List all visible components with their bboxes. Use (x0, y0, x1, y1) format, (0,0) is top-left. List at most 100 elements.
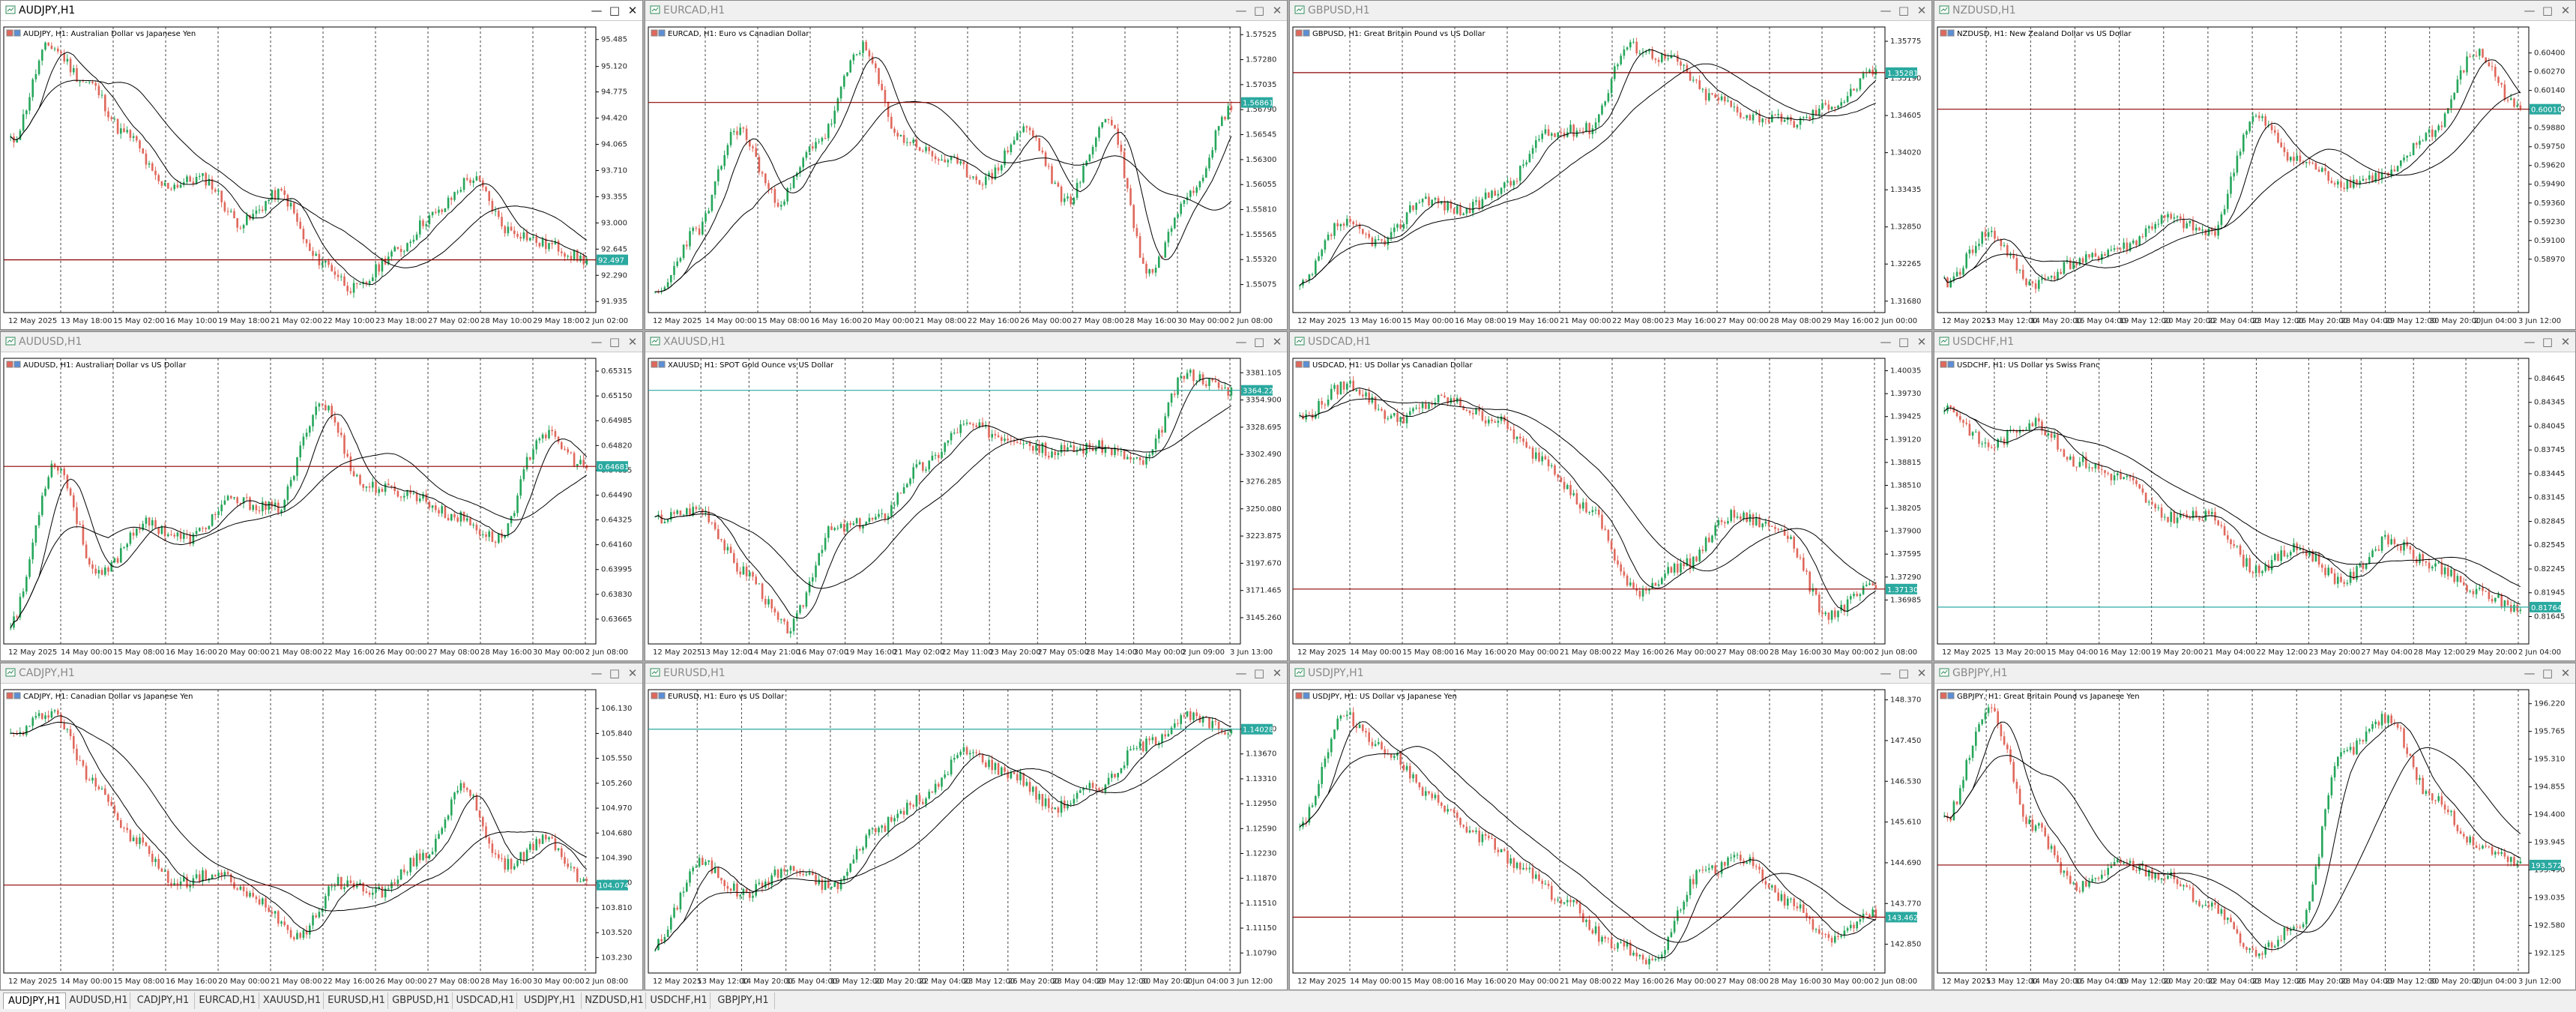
minimize-icon[interactable]: — (588, 3, 605, 18)
y-tick-label: 1.55075 (1246, 281, 1276, 289)
close-icon[interactable]: ✕ (624, 3, 641, 18)
x-tick-label: 28 May 12:00 (2413, 648, 2465, 657)
chart-window-titlebar[interactable]: USDJPY,H1—□✕ (1290, 663, 1931, 684)
maximize-icon[interactable]: □ (1895, 334, 1912, 349)
close-icon[interactable]: ✕ (624, 666, 641, 681)
maximize-icon[interactable]: □ (606, 334, 623, 349)
minimize-icon[interactable]: — (588, 334, 605, 349)
chart-tab[interactable]: USDCAD,H1 (454, 993, 517, 1009)
candle (2217, 519, 2219, 526)
close-icon[interactable]: ✕ (2557, 334, 2574, 349)
chart-window-titlebar[interactable]: NZDUSD,H1 —□✕ (1934, 1, 2575, 21)
y-tick-label: 105.840 (601, 729, 632, 738)
chart-window-titlebar[interactable]: AUDUSD,H1—□✕ (1, 332, 642, 352)
maximize-icon[interactable]: □ (1895, 3, 1912, 18)
maximize-icon[interactable]: □ (1251, 334, 1267, 349)
close-icon[interactable]: ✕ (1269, 666, 1285, 681)
minimize-icon[interactable]: — (2521, 334, 2538, 349)
maximize-icon[interactable]: □ (1895, 666, 1912, 681)
chart-tab[interactable]: NZDUSD,H1 (583, 993, 646, 1009)
chart-window-titlebar[interactable]: GBPUSD,H1—□✕ (1290, 1, 1931, 21)
chart-window-titlebar[interactable]: XAUUSD,H1—□✕ (645, 332, 1287, 352)
chart-tab[interactable]: CADJPY,H1 (132, 993, 195, 1009)
chart-tab[interactable]: EURUSD,H1 (325, 993, 388, 1009)
close-icon[interactable]: ✕ (1269, 3, 1285, 18)
minimize-icon[interactable]: — (2521, 3, 2538, 18)
minimize-icon[interactable]: — (2521, 666, 2538, 681)
y-tick-label: 0.60140 (2534, 87, 2565, 95)
current-price-label: 1.14028 (1243, 726, 1273, 735)
candle (1375, 396, 1377, 412)
candle (1774, 885, 1776, 893)
minimize-icon[interactable]: — (1233, 3, 1249, 18)
chart-window-title: EURCAD,H1 (663, 4, 725, 16)
close-icon[interactable]: ✕ (2557, 666, 2574, 681)
chart-tab[interactable]: AUDJPY,H1 (3, 993, 66, 1009)
close-icon[interactable]: ✕ (1913, 3, 1930, 18)
minimize-icon[interactable]: — (1877, 666, 1894, 681)
chart-tab[interactable]: EURCAD,H1 (196, 993, 259, 1009)
x-tick-label: 15 May 08:00 (113, 978, 165, 986)
maximize-icon[interactable]: □ (606, 666, 623, 681)
minimize-icon[interactable]: — (1877, 334, 1894, 349)
minimize-icon[interactable]: — (1877, 3, 1894, 18)
chart-tab[interactable]: AUDUSD,H1 (67, 993, 130, 1009)
close-icon[interactable]: ✕ (1913, 334, 1930, 349)
chart-window-titlebar[interactable]: USDCAD,H1—□✕ (1290, 332, 1931, 352)
close-icon[interactable]: ✕ (624, 334, 641, 349)
chart-window-title: NZDUSD,H1 (1952, 4, 2016, 16)
chart-window-titlebar[interactable]: CADJPY,H1—□✕ (1, 663, 642, 684)
chart-tab[interactable]: USDCHF,H1 (648, 993, 711, 1009)
minimize-icon[interactable]: — (588, 666, 605, 681)
minimize-icon[interactable]: — (1233, 334, 1249, 349)
maximize-icon[interactable]: □ (1251, 3, 1267, 18)
maximize-icon[interactable]: □ (606, 3, 623, 18)
maximize-icon[interactable]: □ (2539, 666, 2556, 681)
chart-tab[interactable]: USDJPY,H1 (519, 993, 582, 1009)
chart-window-titlebar[interactable]: AUDJPY,H1—□✕ (1, 1, 642, 21)
chart-window-titlebar[interactable]: GBPJPY,H1—□✕ (1934, 663, 2575, 684)
chart-tab[interactable]: XAUUSD,H1 (261, 993, 324, 1009)
chart-tab[interactable]: GBPJPY,H1 (712, 993, 775, 1009)
chart-window-titlebar[interactable]: EURCAD,H1 —□✕ (645, 1, 1287, 21)
maximize-icon[interactable]: □ (1251, 666, 1267, 681)
candle (381, 885, 384, 898)
chart-window-titlebar[interactable]: EURUSD,H1—□✕ (645, 663, 1287, 684)
y-tick-label: 0.84345 (2534, 399, 2565, 407)
maximize-icon[interactable]: □ (2539, 3, 2556, 18)
close-icon[interactable]: ✕ (2557, 3, 2574, 18)
close-icon[interactable]: ✕ (1269, 334, 1285, 349)
x-tick-label: 28 May 16:00 (1770, 978, 1821, 986)
minimize-icon[interactable]: — (1233, 666, 1249, 681)
close-icon[interactable]: ✕ (1913, 666, 1930, 681)
y-tick-label: 0.84645 (2534, 375, 2565, 383)
maximize-icon[interactable]: □ (2539, 334, 2556, 349)
candle (1045, 151, 1047, 167)
chart-tab[interactable]: GBPUSD,H1 (390, 993, 453, 1009)
chart-window-titlebar[interactable]: USDCHF,H1—□✕ (1934, 332, 2575, 352)
